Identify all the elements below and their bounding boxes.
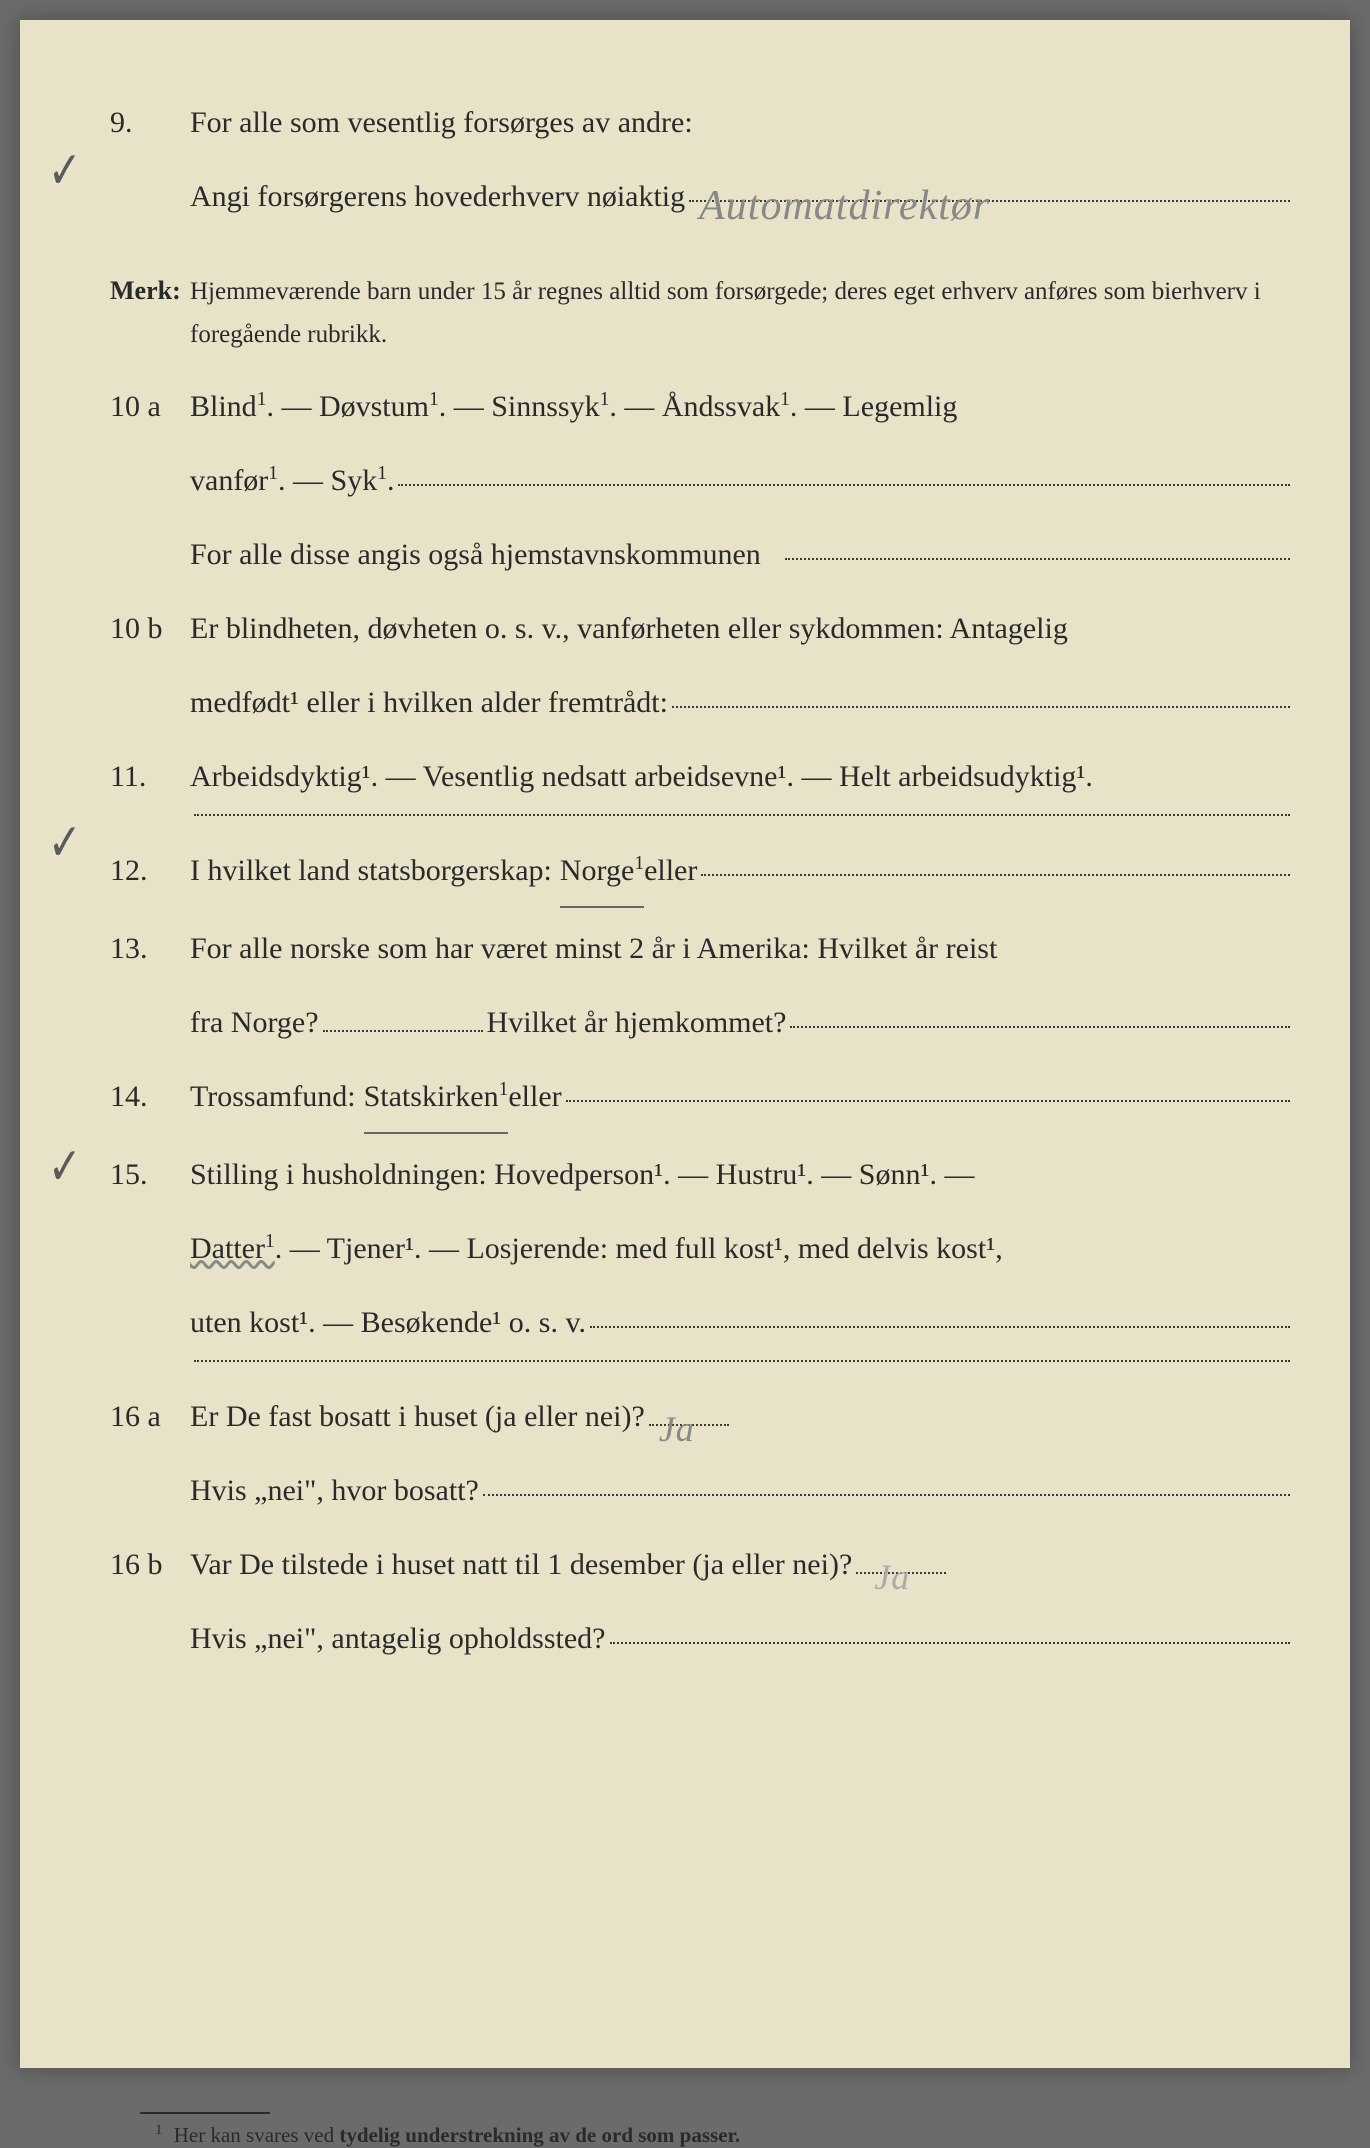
q13-text2b: Hvilket år hjemkommet?	[487, 990, 787, 1056]
q10b-number: 10 b	[80, 602, 190, 656]
q9-answer-line[interactable]: Automatdirektør	[689, 200, 1290, 202]
q13-row2: fra Norge? Hvilket år hjemkommet?	[80, 990, 1290, 1056]
q9-number: 9.	[80, 96, 190, 150]
q16b-row1: 16 b Var De tilstede i huset natt til 1 …	[80, 1532, 1290, 1598]
q10a-answer-line[interactable]	[398, 484, 1290, 486]
q15-number: 15.	[80, 1148, 190, 1202]
q10a-hjemstavn-line[interactable]	[785, 558, 1290, 560]
q10b-answer-line[interactable]	[672, 706, 1290, 708]
q14-suffix: eller	[508, 1064, 561, 1130]
q11-text: Arbeidsdyktig¹. — Vesentlig nedsatt arbe…	[190, 744, 1290, 810]
q16b-text2: Hvis „nei", antagelig opholdssted?	[190, 1606, 606, 1672]
q10b-row1: 10 b Er blindheten, døvheten o. s. v., v…	[80, 596, 1290, 662]
q12-checkmark: ✓	[48, 813, 82, 873]
q15-text1: Stilling i husholdningen: Hovedperson¹. …	[190, 1142, 1290, 1208]
census-form-page: 9. For alle som vesentlig forsørges av a…	[20, 20, 1350, 2068]
q13-text1: For alle norske som har været minst 2 år…	[190, 916, 1290, 982]
q15-text3: uten kost¹. — Besøkende¹ o. s. v.	[190, 1290, 586, 1356]
q10a-text3: For alle disse angis også hjemstavnskomm…	[190, 522, 761, 588]
q12-suffix: eller	[644, 838, 697, 904]
q15-answer-line1[interactable]	[590, 1326, 1290, 1328]
q12-prefix: I hvilket land statsborgerskap:	[190, 838, 552, 904]
q11-row: 11. Arbeidsdyktig¹. — Vesentlig nedsatt …	[80, 744, 1290, 810]
q9-row1: 9. For alle som vesentlig forsørges av a…	[80, 90, 1290, 156]
q9-text1: For alle som vesentlig forsørges av andr…	[190, 90, 1290, 156]
q12-row: 12. I hvilket land statsborgerskap: Norg…	[80, 838, 1290, 908]
q13-text2a: fra Norge?	[190, 990, 319, 1056]
q14-row: 14. Trossamfund: Statskirken1 eller	[80, 1064, 1290, 1134]
q15-row3: uten kost¹. — Besøkende¹ o. s. v.	[80, 1290, 1290, 1356]
q16a-answer-line1[interactable]: Ja	[649, 1424, 729, 1426]
q15-text2: . — Tjener¹. — Losjerende: med full kost…	[275, 1232, 1003, 1265]
merk-row: Merk: Hjemmeværende barn under 15 år reg…	[80, 268, 1290, 356]
q12-answer-line[interactable]	[701, 874, 1290, 876]
q10a-number: 10 a	[80, 380, 190, 434]
q14-statskirken-underlined: Statskirken1	[364, 1064, 509, 1134]
q16a-row1: 16 a Er De fast bosatt i huset (ja eller…	[80, 1384, 1290, 1450]
q16b-handwritten-ja: Ja	[874, 1538, 910, 1617]
q10a-text1: Blind1. — Døvstum1. — Sinnssyk1. — Åndss…	[190, 374, 1290, 440]
footnote-number: 1	[155, 2122, 163, 2138]
q15-answer-line2[interactable]	[194, 1360, 1290, 1362]
q15-checkmark: ✓	[48, 1137, 82, 1197]
q14-answer-line[interactable]	[566, 1100, 1290, 1102]
q16a-text1: Er De fast bosatt i huset (ja eller nei)…	[190, 1384, 645, 1450]
q16a-text2: Hvis „nei", hvor bosatt?	[190, 1458, 479, 1524]
q13-year-return-line[interactable]	[790, 1026, 1290, 1028]
q9-handwritten-answer: Automatdirektør	[699, 160, 990, 252]
q15-row2: Datter1. — Tjener¹. — Losjerende: med fu…	[80, 1216, 1290, 1282]
q10b-text1: Er blindheten, døvheten o. s. v., vanfør…	[190, 596, 1290, 662]
q16a-handwritten-ja: Ja	[659, 1390, 695, 1469]
q10b-text2: medfødt¹ eller i hvilken alder fremtrådt…	[190, 670, 668, 736]
q12-norge-underlined: Norge1	[560, 838, 644, 908]
q10a-text2: vanfør1. — Syk1.	[190, 448, 394, 514]
q16b-row2: Hvis „nei", antagelig opholdssted?	[80, 1606, 1290, 1672]
q9-text2: Angi forsørgerens hovederhverv nøiaktig	[190, 164, 685, 230]
q9-checkmark: ✓	[48, 141, 82, 201]
q11-answer-line[interactable]	[194, 814, 1290, 816]
q10a-row1: 10 a Blind1. — Døvstum1. — Sinnssyk1. — …	[80, 374, 1290, 440]
merk-text: Hjemmeværende barn under 15 år regnes al…	[190, 271, 1290, 356]
q9-row2: Angi forsørgerens hovederhverv nøiaktig …	[80, 164, 1290, 230]
q10b-row2: medfødt¹ eller i hvilken alder fremtrådt…	[80, 670, 1290, 736]
q15-row4	[80, 1364, 1290, 1366]
q10a-row3: For alle disse angis også hjemstavnskomm…	[80, 522, 1290, 588]
q13-row1: 13. For alle norske som har været minst …	[80, 916, 1290, 982]
q10a-row2: vanfør1. — Syk1.	[80, 448, 1290, 514]
footnote: 1 Her kan svares ved tydelig understrekn…	[155, 2122, 1290, 2148]
q16a-number: 16 a	[80, 1390, 190, 1444]
q11-number: 11.	[80, 750, 190, 804]
q16b-answer-line1[interactable]: Ja	[856, 1572, 946, 1574]
q12-number: 12.	[80, 844, 190, 898]
q14-number: 14.	[80, 1070, 190, 1124]
q16b-text1: Var De tilstede i huset natt til 1 desem…	[190, 1532, 852, 1598]
q13-number: 13.	[80, 922, 190, 976]
merk-label: Merk:	[80, 268, 190, 315]
q16b-number: 16 b	[80, 1538, 190, 1592]
q13-year-left-line[interactable]	[323, 1030, 483, 1032]
q16a-answer-line2[interactable]	[483, 1494, 1290, 1496]
q15-datter-underlined: Datter1	[190, 1232, 275, 1265]
q11-line	[80, 818, 1290, 820]
q14-prefix: Trossamfund:	[190, 1064, 356, 1130]
q16b-answer-line2[interactable]	[610, 1642, 1291, 1644]
footnote-text: Her kan svares ved tydelig understreknin…	[174, 2123, 740, 2147]
footnote-separator	[140, 2112, 270, 2114]
q15-row1: 15. Stilling i husholdningen: Hovedperso…	[80, 1142, 1290, 1208]
